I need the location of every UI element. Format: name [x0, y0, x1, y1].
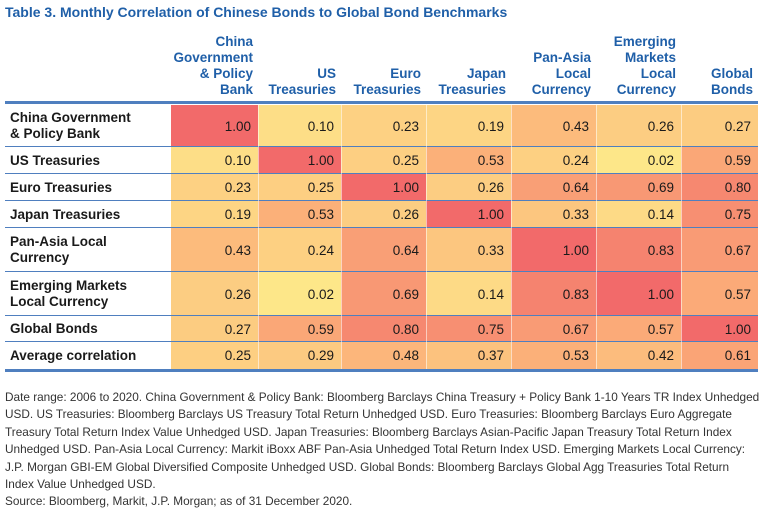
row-label: Emerging Markets Local Currency — [10, 278, 128, 309]
column-header: Pan-Asia Local Currency — [531, 50, 591, 97]
heatmap-cell: 0.02 — [596, 147, 681, 174]
column-header: Euro Treasuries — [353, 66, 421, 97]
heatmap-cell: 0.53 — [426, 147, 511, 174]
column-header: Global Bonds — [710, 66, 753, 97]
heatmap-cell: 0.80 — [681, 174, 758, 201]
row-label: Global Bonds — [10, 321, 98, 336]
row-divider — [5, 315, 758, 316]
heatmap-cell: 1.00 — [596, 272, 681, 316]
heatmap-cell: 0.24 — [511, 147, 596, 174]
row-label: US Treasuries — [10, 152, 101, 168]
column-divider — [341, 105, 342, 369]
table-title: Table 3. Monthly Correlation of Chinese … — [5, 4, 508, 20]
heatmap-cell: 0.42 — [596, 342, 681, 369]
row-divider — [5, 173, 758, 174]
heatmap-cell: 0.67 — [511, 316, 596, 342]
heatmap-cell: 0.57 — [596, 316, 681, 342]
heatmap-cell: 0.53 — [258, 201, 341, 228]
heatmap-cell: 0.83 — [511, 272, 596, 316]
row-label: China Government & Policy Bank — [10, 110, 131, 141]
heatmap-cell: 0.64 — [511, 174, 596, 201]
heatmap-cell: 0.26 — [426, 174, 511, 201]
column-divider — [426, 105, 427, 369]
heatmap-cell: 0.33 — [426, 228, 511, 272]
heatmap-cell: 0.69 — [341, 272, 426, 316]
heatmap-cell: 0.10 — [171, 147, 258, 174]
row-label: Pan-Asia Local Currency — [10, 234, 107, 265]
heatmap-cell: 0.24 — [258, 228, 341, 272]
heatmap-cell: 1.00 — [341, 174, 426, 201]
heatmap-cell: 1.00 — [426, 201, 511, 228]
column-header: US Treasuries — [268, 66, 336, 97]
column-header: China Government & Policy Bank — [173, 34, 253, 97]
header-rule — [5, 101, 758, 104]
row-divider — [5, 271, 758, 272]
heatmap-cell: 0.59 — [258, 316, 341, 342]
heatmap-cell: 0.19 — [426, 105, 511, 147]
column-divider — [681, 105, 682, 369]
heatmap-cell: 0.83 — [596, 228, 681, 272]
heatmap-cell: 0.53 — [511, 342, 596, 369]
heatmap-cell: 0.80 — [341, 316, 426, 342]
bottom-rule — [5, 369, 758, 372]
heatmap-cell: 0.75 — [426, 316, 511, 342]
heatmap-cell: 0.37 — [426, 342, 511, 369]
heatmap-cell: 1.00 — [258, 147, 341, 174]
heatmap-cell: 1.00 — [511, 228, 596, 272]
heatmap-cell: 0.59 — [681, 147, 758, 174]
heatmap-cell: 0.25 — [258, 174, 341, 201]
heatmap-cell: 0.25 — [171, 342, 258, 369]
heatmap-cell: 0.43 — [511, 105, 596, 147]
heatmap-cell: 1.00 — [171, 105, 258, 147]
heatmap-cell: 0.14 — [426, 272, 511, 316]
heatmap-cell: 0.61 — [681, 342, 758, 369]
heatmap-cell: 1.00 — [681, 316, 758, 342]
row-divider — [5, 146, 758, 147]
heatmap-cell: 0.10 — [258, 105, 341, 147]
heatmap-cell: 0.48 — [341, 342, 426, 369]
heatmap-cell: 0.26 — [341, 201, 426, 228]
heatmap-cell: 0.14 — [596, 201, 681, 228]
heatmap-cell: 0.29 — [258, 342, 341, 369]
row-divider — [5, 227, 758, 228]
heatmap-cell: 0.27 — [171, 316, 258, 342]
row-divider — [5, 341, 758, 342]
heatmap-cell: 0.26 — [596, 105, 681, 147]
heatmap-cell: 0.57 — [681, 272, 758, 316]
heatmap-cell: 0.23 — [341, 105, 426, 147]
heatmap-cell: 0.33 — [511, 201, 596, 228]
column-header: Emerging Markets Local Currency — [613, 34, 676, 97]
heatmap-cell: 0.25 — [341, 147, 426, 174]
column-divider — [596, 105, 597, 369]
row-divider — [5, 200, 758, 201]
footnote: Date range: 2006 to 2020. China Governme… — [5, 390, 760, 492]
heatmap-cell: 0.19 — [171, 201, 258, 228]
column-divider — [258, 105, 259, 369]
row-label: Average correlation — [10, 347, 137, 363]
heatmap-cell: 0.26 — [171, 272, 258, 316]
row-label: Japan Treasuries — [10, 206, 121, 222]
heatmap-cell: 0.64 — [341, 228, 426, 272]
heatmap-cell: 0.43 — [171, 228, 258, 272]
heatmap-cell: 0.27 — [681, 105, 758, 147]
heatmap-cell: 0.23 — [171, 174, 258, 201]
heatmap-cell: 0.75 — [681, 201, 758, 228]
heatmap-cell: 0.67 — [681, 228, 758, 272]
source-note: Source: Bloomberg, Markit, J.P. Morgan; … — [5, 494, 353, 508]
column-header: Japan Treasuries — [438, 66, 506, 97]
heatmap-cell: 0.02 — [258, 272, 341, 316]
row-label: Euro Treasuries — [10, 179, 113, 195]
heatmap-cell: 0.69 — [596, 174, 681, 201]
column-divider — [511, 105, 512, 369]
